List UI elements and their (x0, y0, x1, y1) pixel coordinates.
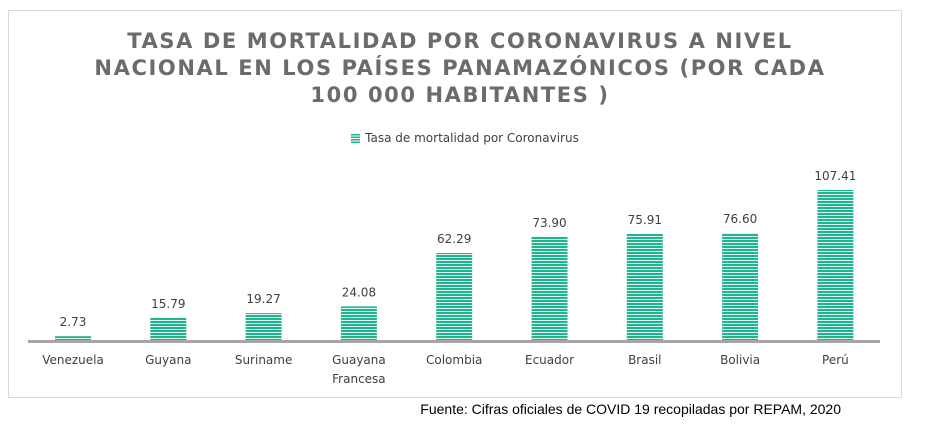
data-label: 76.60 (723, 212, 757, 226)
bar-bolivia (722, 233, 759, 340)
category-label: Ecuador (525, 353, 574, 367)
data-label: 107.41 (814, 169, 856, 183)
category-label: Bolivia (720, 353, 760, 367)
bar-perú (817, 190, 854, 340)
category-label: Venezuela (42, 353, 104, 367)
bar-venezuela (55, 336, 91, 340)
data-label: 15.79 (151, 297, 185, 311)
bar-colombia (436, 253, 473, 340)
bar-brasil (626, 234, 663, 340)
bar-guayana-francesa (340, 306, 377, 340)
data-label: 73.90 (532, 216, 566, 230)
chart-legend: Tasa de mortalidad por Coronavirus (0, 131, 930, 145)
source-note: Fuente: Cifras oficiales de COVID 19 rec… (420, 401, 841, 417)
chart-title-line: NACIONAL EN LOS PAÍSES PANAMAZÓNICOS (PO… (94, 56, 826, 80)
legend-swatch (351, 134, 361, 143)
category-label: Suriname (235, 353, 293, 367)
bar-suriname (245, 313, 282, 340)
category-label: Francesa (332, 372, 386, 386)
data-label: 24.08 (342, 285, 376, 299)
category-label: Brasil (628, 353, 661, 367)
legend-label: Tasa de mortalidad por Coronavirus (365, 131, 579, 145)
data-label: 62.29 (437, 232, 471, 246)
chart-title-line: 100 000 HABITANTES ) (310, 83, 610, 107)
category-label: Colombia (426, 353, 482, 367)
chart-title-line: TASA DE MORTALIDAD POR CORONAVIRUS A NIV… (127, 29, 793, 53)
category-label: Perú (822, 353, 849, 367)
chart-title: TASA DE MORTALIDAD POR CORONAVIRUS A NIV… (60, 28, 860, 109)
data-label: 75.91 (628, 213, 662, 227)
bar-guyana (150, 317, 187, 340)
category-label: Guyana (145, 353, 191, 367)
data-label: 2.73 (60, 315, 87, 329)
category-label: Guayana (332, 353, 386, 367)
data-label: 19.27 (246, 292, 280, 306)
bar-ecuador (531, 236, 568, 340)
